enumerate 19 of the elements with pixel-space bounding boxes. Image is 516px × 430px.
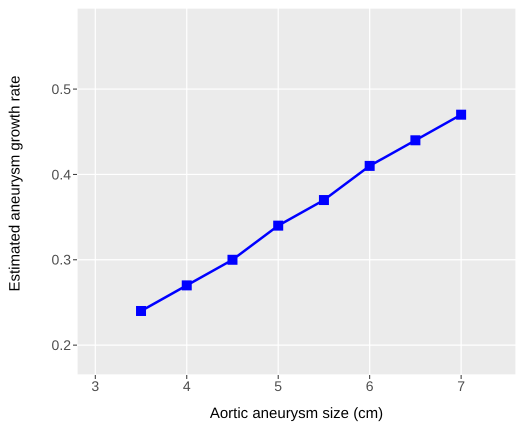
point bbox=[136, 306, 146, 316]
point bbox=[364, 160, 375, 171]
x-axis-title: Aortic aneurysm size (cm) bbox=[210, 405, 384, 422]
x-tick-label: 4 bbox=[182, 378, 191, 394]
y-tick-label: 0.4 bbox=[52, 166, 72, 182]
x-tick-label: 7 bbox=[457, 378, 466, 394]
x-tick-label: 6 bbox=[366, 378, 374, 394]
point bbox=[318, 195, 329, 206]
x-tick-label: 5 bbox=[274, 378, 282, 394]
point bbox=[227, 254, 238, 265]
y-axis-title: Estimated aneurysm growth rate bbox=[6, 76, 24, 292]
point bbox=[456, 110, 466, 120]
y-tick-label: 0.2 bbox=[52, 337, 72, 354]
y-tick-label: 0.3 bbox=[52, 252, 72, 268]
point bbox=[182, 280, 192, 290]
point bbox=[273, 220, 284, 231]
x-tick-label: 3 bbox=[91, 378, 100, 394]
y-tick-label: 0.5 bbox=[52, 81, 72, 98]
point bbox=[410, 135, 420, 146]
